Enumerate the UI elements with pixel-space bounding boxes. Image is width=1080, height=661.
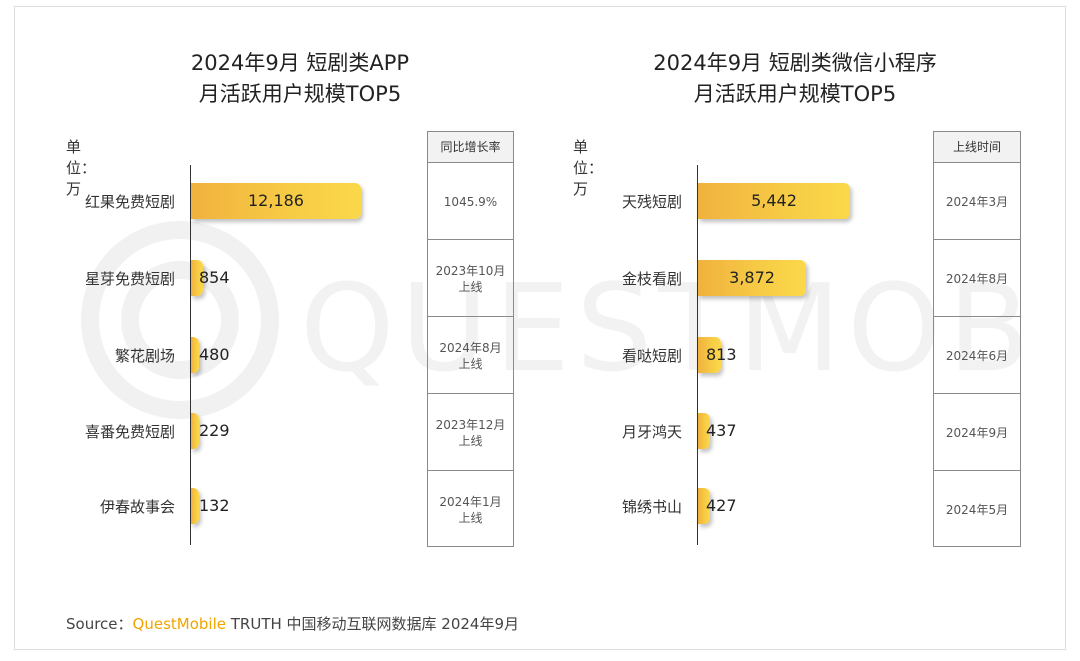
miniprogram-value-label: 5,442: [751, 191, 797, 210]
miniprogram-side-cell: 2024年8月: [945, 271, 1009, 286]
miniprogram-chart-title: 2024年9月 短剧类微信小程序 月活跃用户规模TOP5: [610, 48, 980, 110]
app-side-cell: 1045.9%: [443, 194, 498, 209]
app-side-separator: [428, 393, 513, 394]
miniprogram-unit-label: 单位：万: [573, 138, 604, 198]
miniprogram-bar: [698, 413, 711, 449]
app-category-label: 喜番免费短剧: [84, 423, 175, 441]
miniprogram-launch-header: 上线时间: [933, 131, 1021, 163]
app-bar: [191, 337, 199, 373]
app-value-label: 480: [199, 345, 230, 364]
app-chart-title-line-2: 月活跃用户规模TOP5: [198, 82, 402, 106]
source-note: Source：QuestMobile TRUTH 中国移动互联网数据库 2024…: [66, 613, 519, 634]
miniprogram-side-separator: [934, 470, 1020, 471]
miniprogram-bar: [698, 260, 807, 296]
miniprogram-category-label: 看哒短剧: [621, 347, 682, 365]
app-unit-label: 单位：万: [66, 138, 97, 198]
miniprogram-side-separator: [934, 393, 1020, 394]
app-growth-table: 同比增长率 1045.9% 2023年10月 上线 2024年8月 上线 2023年1…: [427, 131, 514, 547]
miniprogram-chart-title-line-2: 月活跃用户规模TOP5: [693, 82, 897, 106]
miniprogram-side-cell: 2024年5月: [945, 502, 1009, 517]
miniprogram-bar: [698, 183, 850, 219]
miniprogram-value-label: 813: [706, 345, 737, 364]
app-category-label: 伊春故事会: [99, 498, 175, 516]
miniprogram-chart-title-line-1: 2024年9月 短剧类微信小程序: [653, 51, 937, 75]
app-side-separator: [428, 239, 513, 240]
app-value-label: 12,186: [248, 191, 304, 210]
miniprogram-category-label: 金枝看剧: [621, 270, 682, 288]
app-side-cell: 2023年10月 上线: [435, 263, 506, 294]
app-side-separator: [428, 316, 513, 317]
miniprogram-side-separator: [934, 239, 1020, 240]
app-side-cell: 2024年1月 上线: [439, 494, 502, 525]
miniprogram-category-label: 锦绣书山: [621, 498, 682, 516]
app-value-label: 229: [199, 421, 230, 440]
app-category-label: 红果免费短剧: [84, 193, 175, 211]
app-bar: [191, 260, 203, 296]
app-growth-header: 同比增长率: [427, 131, 514, 163]
app-side-separator: [428, 470, 513, 471]
miniprogram-category-label: 月牙鸿天: [621, 423, 682, 441]
app-bar: [191, 413, 199, 449]
app-side-cell: 2023年12月 上线: [435, 417, 506, 448]
miniprogram-bar: [698, 337, 721, 373]
app-bar: [191, 488, 199, 524]
app-side-cell: 2024年8月 上线: [439, 340, 502, 371]
miniprogram-side-cell: 2024年9月: [945, 425, 1009, 440]
miniprogram-launch-table: 上线时间 2024年3月 2024年8月 2024年6月 2024年9月 2024年5月: [933, 131, 1021, 547]
source-prefix: Source：: [66, 615, 133, 633]
miniprogram-value-label: 427: [706, 496, 737, 515]
miniprogram-value-label: 437: [706, 421, 737, 440]
app-y-axis: [190, 165, 191, 545]
app-category-label: 繁花剧场: [114, 347, 175, 365]
miniprogram-category-label: 天残短剧: [621, 193, 682, 211]
miniprogram-y-axis: [697, 165, 698, 545]
app-chart-title-line-1: 2024年9月 短剧类APP: [190, 51, 410, 75]
miniprogram-side-separator: [934, 316, 1020, 317]
app-value-label: 132: [199, 496, 230, 515]
app-value-label: 854: [199, 268, 230, 287]
app-bar: [191, 183, 361, 219]
app-chart-title: 2024年9月 短剧类APP 月活跃用户规模TOP5: [130, 48, 470, 110]
source-brand: QuestMobile: [132, 615, 226, 633]
miniprogram-value-label: 3,872: [729, 268, 775, 287]
app-category-label: 星芽免费短剧: [84, 270, 175, 288]
source-suffix: TRUTH 中国移动互联网数据库 2024年9月: [225, 615, 520, 633]
miniprogram-side-cell: 2024年6月: [945, 348, 1009, 363]
miniprogram-bar: [698, 488, 710, 524]
miniprogram-side-cell: 2024年3月: [945, 194, 1009, 209]
